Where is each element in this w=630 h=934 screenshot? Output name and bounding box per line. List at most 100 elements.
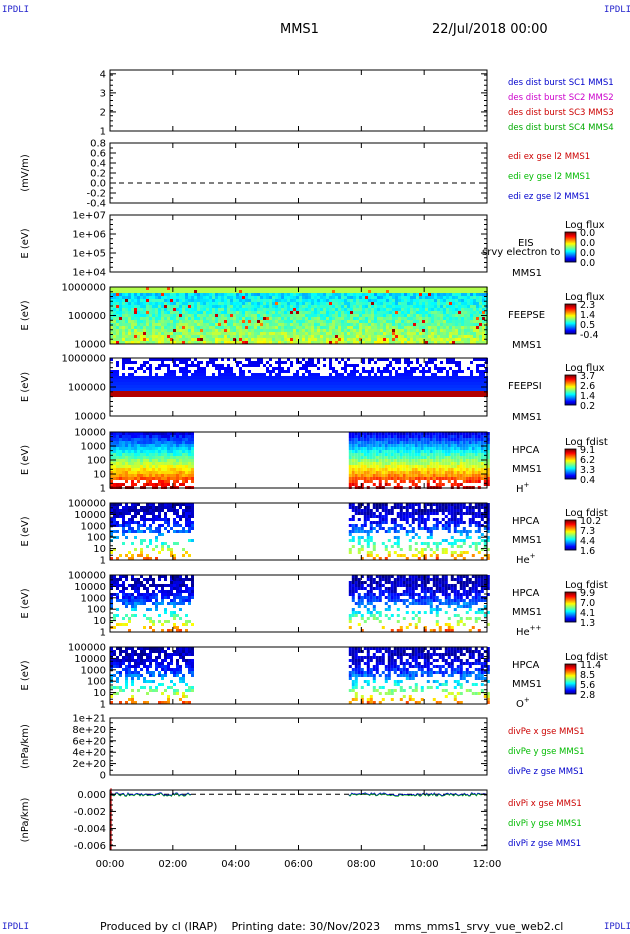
colorbar-cell: [565, 474, 576, 476]
colorbar-cell: [565, 528, 576, 530]
colorbar-frame: [564, 591, 577, 623]
y-tick-label: 1: [100, 628, 106, 639]
colorbar-cell: [565, 239, 576, 241]
colorbar-cell: [565, 670, 576, 672]
colorbar-tick-label: 7.3: [580, 526, 595, 537]
colorbar-tick-label: 7.0: [580, 598, 595, 609]
colorbar-cell: [565, 378, 576, 380]
colorbar-cell: [565, 682, 576, 684]
x-tick-label: 12:00: [473, 859, 502, 870]
colorbar-cell: [565, 619, 576, 621]
y-tick-label: 10000: [74, 428, 106, 439]
colorbar-cell: [565, 457, 576, 459]
series-trace: [348, 791, 488, 797]
colorbar-cell: [565, 317, 576, 319]
y-tick-label: 10: [93, 688, 106, 699]
panel-2: [109, 142, 488, 204]
y-tick-label: 2e+20: [72, 759, 106, 770]
colorbar-title: Log fdist: [565, 508, 608, 519]
colorbar-cell: [565, 539, 576, 541]
colorbar-cell: [565, 687, 576, 689]
colorbar-cell: [565, 304, 576, 306]
colorbar-cell: [565, 529, 576, 531]
colorbar-cell: [565, 393, 576, 395]
y-tick-label: 10: [93, 544, 106, 555]
legend-entry: divPi z gse MMS1: [508, 839, 581, 849]
colorbar-cell: [565, 326, 576, 328]
footer-text: Produced by cl (IRAP) Printing date: 30/…: [100, 920, 564, 933]
colorbar-cell: [565, 542, 576, 544]
colorbar-cell: [565, 310, 576, 312]
y-axis-label: (mV/m): [20, 154, 31, 192]
colorbar-cell: [565, 608, 576, 610]
legend-entry: edi ez gse l2 MMS1: [508, 192, 590, 202]
panel-frame: [109, 789, 488, 851]
colorbar-cell: [565, 454, 576, 456]
panel-6: [109, 431, 577, 489]
y-axis-label: E (eV): [20, 228, 31, 258]
colorbar-cell: [565, 677, 576, 679]
corner-label-top-right: IPDLI: [604, 5, 630, 15]
colorbar-cell: [565, 401, 576, 403]
colorbar-cell: [565, 665, 576, 667]
colorbar-tick-label: -0.4: [580, 330, 599, 341]
colorbar-cell: [565, 242, 576, 244]
colorbar-cell: [565, 592, 576, 594]
colorbar-cell: [565, 240, 576, 242]
colorbar-cell: [565, 260, 576, 262]
colorbar-frame: [564, 374, 577, 406]
y-axis-label: (nPa/km): [20, 724, 31, 769]
colorbar-cell: [565, 236, 576, 238]
colorbar-cell: [565, 476, 576, 478]
y-tick-label: 1: [100, 127, 106, 138]
colorbar-tick-label: 0.5: [580, 320, 595, 331]
colorbar-cell: [565, 621, 576, 623]
colorbar-cell: [565, 540, 576, 542]
colorbar-cell: [565, 691, 576, 693]
colorbar-cell: [565, 383, 576, 385]
instrument-label: HPCA: [512, 445, 540, 456]
colorbar-title: Log fdist: [565, 437, 608, 448]
colorbar-cell: [565, 521, 576, 523]
colorbar-cell: [565, 250, 576, 252]
y-tick-label: 100000: [68, 643, 106, 654]
y-tick-label: 10: [93, 616, 106, 627]
colorbar-cell: [565, 319, 576, 321]
y-tick-label: 1e+06: [72, 230, 106, 241]
colorbar-cell: [565, 683, 576, 685]
colorbar-cell: [565, 520, 576, 522]
colorbar-cell: [565, 674, 576, 676]
colorbar-cell: [565, 329, 576, 331]
colorbar-cell: [565, 461, 576, 463]
colorbar-frame: [564, 231, 577, 263]
y-tick-label: 1000000: [61, 283, 106, 294]
spacecraft-label: MMS1: [512, 464, 542, 475]
instrument-label: HPCA: [512, 516, 540, 527]
colorbar-cell: [565, 606, 576, 608]
colorbar-cell: [565, 689, 576, 691]
instrument-label: HPCA: [512, 588, 540, 599]
colorbar-cell: [565, 685, 576, 687]
colorbar-cell: [565, 254, 576, 256]
instrument-label: FEEPSE: [508, 310, 545, 321]
colorbar-tick-label: 0.0: [580, 248, 595, 259]
colorbar-cell: [565, 681, 576, 683]
colorbar-cell: [565, 257, 576, 259]
colorbar-cell: [565, 547, 576, 549]
legend-entry: divPe z gse MMS1: [508, 767, 584, 777]
colorbar-cell: [565, 379, 576, 381]
colorbar-cell: [565, 523, 576, 525]
colorbar-cell: [565, 668, 576, 670]
colorbar-cell: [565, 232, 576, 234]
colorbar-cell: [565, 332, 576, 334]
colorbar-cell: [565, 618, 576, 620]
y-tick-label: 0.2: [90, 169, 106, 180]
y-tick-label: 10000: [74, 654, 106, 665]
panel-3: [109, 214, 577, 273]
colorbar-cell: [565, 524, 576, 526]
y-tick-label: 1000: [81, 665, 106, 676]
y-tick-label: 10000: [74, 510, 106, 521]
colorbar-tick-label: 9.9: [580, 588, 595, 599]
legend-entry: edi ey gse l2 MMS1: [508, 172, 590, 182]
